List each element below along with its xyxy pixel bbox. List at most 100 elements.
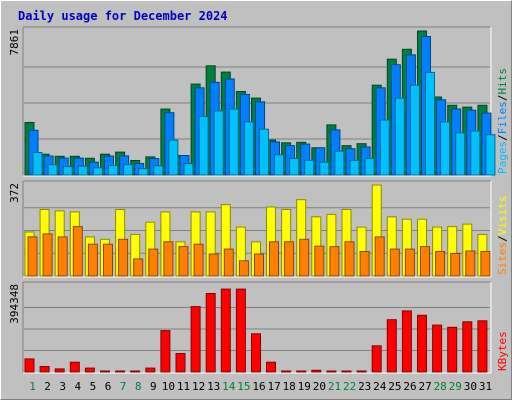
bar-sites-day-5 [87,243,98,277]
bar-sites-day-31 [480,251,491,277]
bar-kbytes-day-19 [296,370,307,373]
bar-pages-day-21 [334,150,345,176]
bar-pages-day-28 [440,121,451,176]
bar-pages-day-19 [304,159,315,176]
bar-kbytes-day-9 [145,367,156,373]
legend-item: Sites [496,242,509,275]
bar-kbytes-day-17 [266,361,276,373]
bar-pages-day-25 [394,97,405,176]
bar-pages-day-17 [274,154,284,176]
x-label-day-10: 10 [162,380,175,393]
x-label-day-22: 22 [343,380,356,393]
x-axis-labels: 1 2 3 4 5 6 7 8 9 10 11 12 13 14 15 16 17 18 19 20 21 22 23 24 2… [29,380,492,393]
bar-sites-day-14 [223,248,234,277]
x-label-day-25: 25 [388,380,401,393]
bar-pages-day-9 [153,165,164,176]
x-label-day-5: 5 [90,380,97,393]
bar-kbytes-day-10 [160,330,171,373]
x-label-day-1: 1 [29,380,36,393]
bar-sites-day-15 [238,260,249,277]
bar-sites-day-6 [103,243,113,277]
x-label-day-23: 23 [358,380,371,393]
bar-pages-day-23 [364,158,375,176]
bar-kbytes-day-24 [371,345,382,373]
bar-sites-day-11 [178,246,189,277]
bar-sites-day-25 [389,248,400,277]
bar-pages-day-7 [123,164,134,176]
bar-sites-day-1 [27,236,38,277]
x-label-day-9: 9 [150,380,157,393]
panel-legend: Pages/Files/Hits [496,68,509,174]
legend-item: / [496,134,509,141]
x-label-day-11: 11 [177,380,190,393]
bar-pages-day-12 [198,115,209,176]
bar-pages-day-11 [183,163,194,176]
bar-pages-day-27 [425,71,435,176]
x-label-day-14: 14 [222,380,236,393]
panel-legend: KBytes [496,331,509,371]
bar-sites-day-22 [344,241,355,277]
bar-pages-day-16 [259,128,269,176]
x-label-day-15: 15 [237,380,250,393]
chart-title: Daily usage for December 2024 [18,9,228,23]
panel-kbytes: 394348 KBytes [8,281,509,374]
x-label-day-29: 29 [449,380,462,393]
bar-pages-day-24 [379,119,390,176]
bar-sites-day-4 [72,226,83,277]
bar-kbytes-day-14 [220,288,231,373]
x-label-day-8: 8 [135,380,142,393]
bar-pages-day-1 [32,152,43,176]
bar-kbytes-day-26 [401,310,412,373]
bar-sites-day-3 [57,236,68,277]
x-label-day-6: 6 [105,380,112,393]
x-label-day-3: 3 [59,380,66,393]
bar-pages-day-8 [138,168,149,176]
bar-sites-day-26 [404,248,415,277]
bar-pages-day-20 [319,161,330,176]
bar-sites-day-24 [374,236,385,277]
bar-kbytes-day-18 [281,370,292,373]
bar-sites-day-20 [314,245,325,277]
bar-kbytes-day-8 [130,370,141,373]
x-label-day-17: 17 [267,380,280,393]
panel-legend: Sites/Visits [496,196,509,276]
bar-kbytes-day-6 [100,370,110,373]
bar-pages-day-6 [108,165,118,176]
bar-kbytes-day-15 [235,288,246,373]
bar-pages-day-10 [168,139,179,176]
x-label-day-2: 2 [44,380,51,393]
bar-pages-day-14 [228,108,239,176]
bar-kbytes-day-31 [477,320,488,373]
bar-kbytes-day-25 [386,319,397,373]
bar-pages-day-13 [213,110,224,176]
bar-sites-day-8 [133,258,144,277]
bar-pages-day-31 [485,134,496,176]
bar-pages-day-29 [455,132,466,176]
bar-kbytes-day-1 [24,358,35,373]
bar-sites-day-9 [148,248,159,277]
bar-kbytes-day-11 [175,353,186,373]
x-label-day-27: 27 [418,380,431,393]
bar-kbytes-day-22 [341,370,352,373]
bar-kbytes-day-21 [326,370,337,373]
bar-kbytes-day-16 [251,333,261,373]
bar-sites-day-12 [193,243,204,277]
bar-sites-day-13 [208,253,219,277]
bar-sites-day-21 [329,246,340,277]
bar-sites-day-30 [465,250,476,277]
legend-item: / [496,235,509,242]
y-max-label: 394348 [8,284,21,324]
bar-pages-day-3 [62,166,73,176]
bar-sites-day-10 [163,241,174,277]
legend-item: Pages [496,141,509,174]
bar-kbytes-day-3 [54,368,65,373]
bar-sites-day-17 [269,241,279,277]
bar-pages-day-15 [243,121,254,176]
bar-kbytes-day-27 [417,314,427,373]
x-label-day-28: 28 [434,380,447,393]
x-label-day-19: 19 [298,380,311,393]
bar-sites-day-2 [42,233,53,277]
bar-kbytes-day-23 [356,370,367,373]
